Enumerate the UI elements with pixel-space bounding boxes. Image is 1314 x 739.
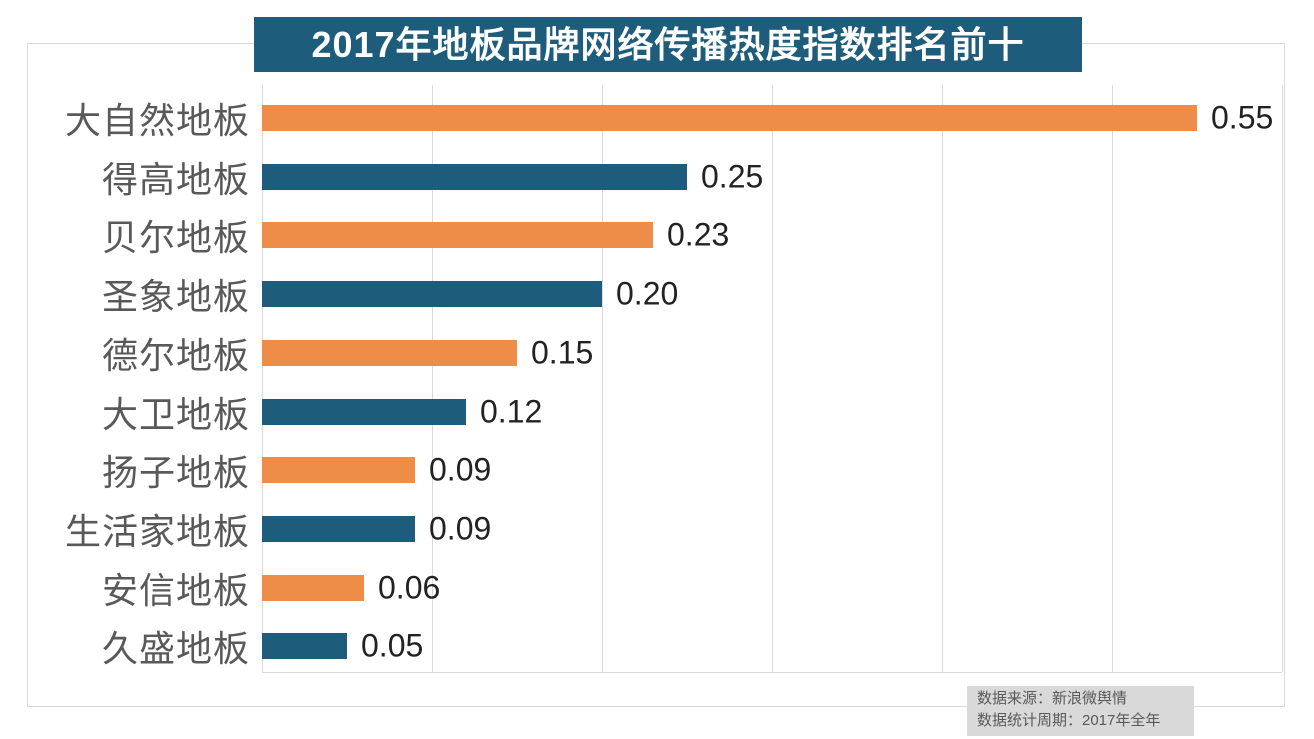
bar-4 <box>262 281 602 308</box>
category-labels-column: 大自然地板得高地板贝尔地板圣象地板德尔地板大卫地板扬子地板生活家地板安信地板久盛… <box>30 85 250 672</box>
gridline <box>602 85 603 672</box>
category-label: 大自然地板 <box>64 100 250 141</box>
bar-row: 0.23 <box>262 202 1282 261</box>
bar-value-label: 0.55 <box>1211 99 1274 136</box>
bar-row: 0.06 <box>262 555 1282 614</box>
bar-2 <box>262 163 687 190</box>
bar-row: 0.55 <box>262 85 1282 144</box>
category-label: 贝尔地板 <box>101 217 250 259</box>
bar-1 <box>262 105 1197 131</box>
gridline <box>942 85 943 672</box>
category-label: 生活家地板 <box>64 510 250 552</box>
bar-row: 0.05 <box>262 613 1282 672</box>
chart-border-box <box>27 43 1285 707</box>
bar-row: 0.15 <box>262 320 1282 379</box>
bar-row: 0.25 <box>262 144 1282 203</box>
gridline <box>432 85 433 672</box>
category-label: 安信地板 <box>101 569 250 611</box>
data-source-note: 数据来源：新浪微舆情 数据统计周期：2017年全年 <box>967 686 1194 736</box>
bar-6 <box>262 398 466 425</box>
bar-row: 0.12 <box>262 379 1282 438</box>
category-label: 德尔地板 <box>101 334 250 376</box>
category-label: 大卫地板 <box>101 393 250 435</box>
bar-9 <box>262 574 364 601</box>
bar-value-label: 0.05 <box>361 627 424 664</box>
bar-value-label: 0.15 <box>531 334 594 371</box>
category-label: 久盛地板 <box>101 628 250 670</box>
data-source-line: 数据来源：新浪微舆情 <box>977 690 1128 707</box>
bar-3 <box>262 222 653 249</box>
bar-7 <box>262 457 415 484</box>
plot-area: 0.55 0.25 0.23 0.20 0.15 0.12 0.09 0.09 0.06 0.05 <box>262 85 1283 673</box>
bar-value-label: 0.20 <box>616 275 679 312</box>
bar-8 <box>262 515 415 542</box>
gridline <box>1282 85 1283 672</box>
category-label: 得高地板 <box>101 158 250 200</box>
bar-value-label: 0.25 <box>701 158 764 195</box>
category-label: 扬子地板 <box>101 452 250 494</box>
x-axis-line <box>262 672 1282 673</box>
category-label: 圣象地板 <box>101 276 250 318</box>
chart-title-banner: 2017年地板品牌网络传播热度指数排名前十 <box>254 17 1082 72</box>
bar-value-label: 0.09 <box>429 510 492 547</box>
bar-row: 0.09 <box>262 437 1282 496</box>
bar-value-label: 0.23 <box>667 216 730 253</box>
data-period-line: 数据统计周期：2017年全年 <box>977 712 1161 729</box>
bar-value-label: 0.12 <box>480 393 543 429</box>
gridline <box>1112 85 1113 672</box>
bar-5 <box>262 339 517 366</box>
bar-10 <box>262 633 347 660</box>
gridline <box>772 85 773 672</box>
bar-row: 0.09 <box>262 496 1282 555</box>
gridline <box>262 85 263 672</box>
bar-value-label: 0.06 <box>378 569 441 606</box>
bar-row: 0.20 <box>262 261 1282 320</box>
bar-value-label: 0.09 <box>429 451 492 488</box>
